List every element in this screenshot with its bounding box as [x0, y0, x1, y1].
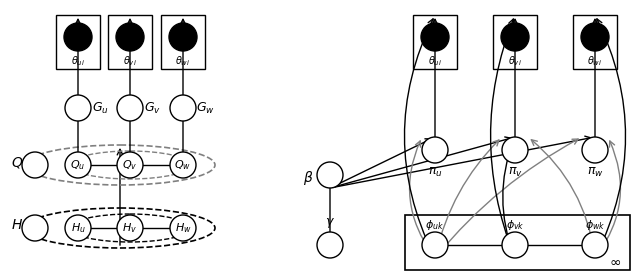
- Circle shape: [317, 232, 343, 258]
- Bar: [56, 15, 100, 69]
- Text: $\beta$: $\beta$: [303, 169, 313, 187]
- Circle shape: [422, 137, 448, 163]
- Circle shape: [581, 23, 609, 51]
- Text: $G_w$: $G_w$: [196, 101, 214, 116]
- Text: $\pi_u$: $\pi_u$: [428, 165, 442, 179]
- Circle shape: [22, 152, 48, 178]
- Circle shape: [582, 232, 608, 258]
- Text: $\theta_{ui}$: $\theta_{ui}$: [71, 54, 85, 68]
- Circle shape: [317, 162, 343, 188]
- Text: $\pi_w$: $\pi_w$: [587, 165, 604, 179]
- Text: $Q_v$: $Q_v$: [122, 158, 138, 172]
- Bar: [405, 215, 630, 270]
- Bar: [493, 15, 537, 69]
- Text: $\theta_{wi}$: $\theta_{wi}$: [175, 54, 191, 68]
- Circle shape: [65, 152, 91, 178]
- Text: $H_u$: $H_u$: [70, 221, 86, 235]
- Bar: [161, 15, 205, 69]
- Circle shape: [170, 95, 196, 121]
- Text: $\theta_{ui}$: $\theta_{ui}$: [428, 54, 442, 68]
- Circle shape: [502, 137, 528, 163]
- Circle shape: [170, 152, 196, 178]
- Text: $G_v$: $G_v$: [143, 101, 161, 116]
- Circle shape: [65, 95, 91, 121]
- Text: $\pi_v$: $\pi_v$: [508, 165, 522, 179]
- Circle shape: [117, 152, 143, 178]
- Circle shape: [64, 23, 92, 51]
- Circle shape: [170, 215, 196, 241]
- Circle shape: [117, 215, 143, 241]
- Circle shape: [502, 232, 528, 258]
- Text: $H_w$: $H_w$: [175, 221, 191, 235]
- Text: $H$: $H$: [11, 218, 23, 232]
- Circle shape: [422, 232, 448, 258]
- Text: $\theta_{wi}$: $\theta_{wi}$: [588, 54, 603, 68]
- Text: $G_u$: $G_u$: [92, 101, 108, 116]
- Text: $Q_u$: $Q_u$: [70, 158, 86, 172]
- Text: $\gamma$: $\gamma$: [325, 216, 335, 230]
- Circle shape: [501, 23, 529, 51]
- Text: $Q$: $Q$: [11, 155, 23, 170]
- Text: $\phi_{vk}$: $\phi_{vk}$: [506, 218, 524, 232]
- Circle shape: [582, 137, 608, 163]
- Text: $\phi_{wk}$: $\phi_{wk}$: [585, 218, 605, 232]
- Text: $\theta_{vi}$: $\theta_{vi}$: [123, 54, 137, 68]
- Circle shape: [169, 23, 197, 51]
- Circle shape: [421, 23, 449, 51]
- Circle shape: [117, 95, 143, 121]
- Text: $Q_w$: $Q_w$: [175, 158, 191, 172]
- Circle shape: [22, 215, 48, 241]
- Circle shape: [65, 215, 91, 241]
- Bar: [413, 15, 457, 69]
- Bar: [108, 15, 152, 69]
- Text: $\theta_{vi}$: $\theta_{vi}$: [508, 54, 522, 68]
- Text: $\phi_{uk}$: $\phi_{uk}$: [426, 218, 445, 232]
- Bar: [573, 15, 617, 69]
- Circle shape: [116, 23, 144, 51]
- Text: $\infty$: $\infty$: [609, 255, 621, 269]
- Text: $H_v$: $H_v$: [122, 221, 138, 235]
